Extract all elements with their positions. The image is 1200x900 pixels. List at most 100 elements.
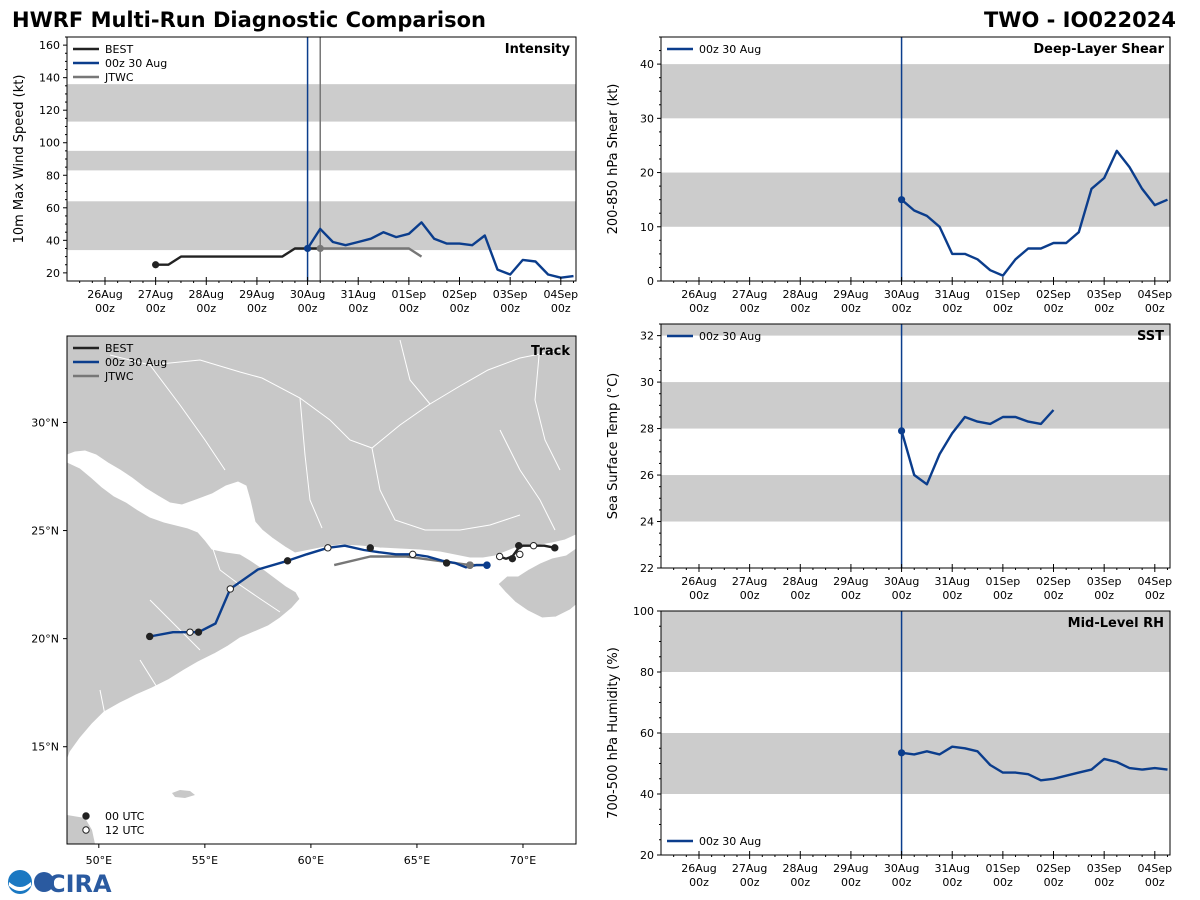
track-point-00utc bbox=[366, 544, 374, 552]
sst-plot-content bbox=[661, 324, 1170, 568]
track-run-start bbox=[483, 561, 491, 569]
intensity-band-2 bbox=[67, 84, 576, 122]
sst-ylabel: Sea Surface Temp (°C) bbox=[606, 373, 621, 520]
intensity-legend-label: 00z 30 Aug bbox=[105, 57, 167, 70]
cira-logo: CIRA bbox=[8, 870, 112, 896]
sst-xtick-day: 01Sep bbox=[985, 575, 1020, 588]
intensity-legend-label: JTWC bbox=[104, 71, 134, 84]
track-point-00utc bbox=[283, 557, 292, 565]
rh-xtick-hour: 00z bbox=[740, 876, 760, 889]
shear-xtick-day: 28Aug bbox=[783, 288, 818, 301]
rh-xtick-hour: 00z bbox=[942, 876, 962, 889]
sst-frame bbox=[660, 323, 1171, 569]
storm-id: TWO - IO022024 bbox=[984, 8, 1176, 32]
intensity-ytick-label: 60 bbox=[46, 202, 60, 215]
intensity-xtick-hour: 00z bbox=[551, 302, 571, 315]
track-point-00utc bbox=[551, 544, 559, 552]
intensity-legend-label: BEST bbox=[105, 43, 133, 56]
track-line-run bbox=[149, 544, 487, 638]
country-borders bbox=[99, 339, 561, 761]
rh-xtick-day: 30Aug bbox=[884, 862, 919, 875]
shear-xtick-hour: 00z bbox=[790, 302, 810, 315]
shear-series-run bbox=[900, 149, 1168, 277]
sst-xtick-day: 30Aug bbox=[884, 575, 919, 588]
shear-band-0 bbox=[661, 172, 1170, 227]
rh-xtick-day: 04Sep bbox=[1137, 862, 1172, 875]
sst-ytick-label: 28 bbox=[640, 423, 654, 436]
track-point-00utc bbox=[508, 554, 517, 563]
rh-ylabel: 700-500 hPa Humidity (%) bbox=[606, 647, 621, 819]
track-ytick-label: 25°N bbox=[31, 525, 59, 538]
sst-ytick-label: 22 bbox=[640, 562, 654, 575]
globe-icon bbox=[34, 872, 54, 892]
intensity-xtick-hour: 00z bbox=[95, 302, 115, 315]
track-point-12utc bbox=[226, 585, 235, 593]
shear-xtick-hour: 00z bbox=[892, 302, 912, 315]
rh-band-0 bbox=[661, 733, 1170, 794]
rh-xtick-hour: 00z bbox=[689, 876, 709, 889]
intensity-xtick-hour: 00z bbox=[146, 302, 166, 315]
track-point-00utc bbox=[146, 632, 154, 641]
intensity-xtick-hour: 00z bbox=[399, 302, 419, 315]
sst-ytick-label: 30 bbox=[640, 376, 654, 389]
sst-plot-area bbox=[661, 324, 1170, 568]
sst-legend-label: 00z 30 Aug bbox=[699, 330, 761, 343]
shear-panel: 26Aug00z27Aug00z28Aug00z29Aug00z30Aug00z… bbox=[606, 36, 1172, 315]
rh-ytick-label: 100 bbox=[633, 605, 654, 618]
sst-xtick-hour: 00z bbox=[740, 589, 760, 602]
sst-ytick-label: 24 bbox=[640, 516, 654, 529]
intensity-xtick-day: 03Sep bbox=[493, 288, 528, 301]
intensity-xtick-day: 30Aug bbox=[290, 288, 325, 301]
intensity-series-jtwc bbox=[320, 247, 423, 258]
shear-xtick-hour: 00z bbox=[689, 302, 709, 315]
shear-ytick-label: 0 bbox=[647, 275, 654, 288]
shear-xtick-hour: 00z bbox=[942, 302, 962, 315]
intensity-series-best bbox=[155, 247, 321, 266]
shear-ylabel: 200-850 hPa Shear (kt) bbox=[606, 84, 621, 235]
sst-xtick-hour: 00z bbox=[790, 589, 810, 602]
intensity-xtick-hour: 00z bbox=[298, 302, 318, 315]
sst-xtick-day: 28Aug bbox=[783, 575, 818, 588]
intensity-xtick-day: 02Sep bbox=[442, 288, 477, 301]
shear-xtick-day: 31Aug bbox=[934, 288, 969, 301]
logo-text: CIRA bbox=[48, 870, 112, 896]
sst-band-2 bbox=[661, 324, 1170, 336]
track-legend-label: 00z 30 Aug bbox=[105, 356, 167, 369]
intensity-ytick-label: 80 bbox=[46, 169, 60, 182]
rh-title: Mid-Level RH bbox=[1068, 616, 1164, 631]
sst-xtick-day: 27Aug bbox=[732, 575, 767, 588]
track-legend-label: JTWC bbox=[104, 370, 134, 383]
shear-xtick-hour: 00z bbox=[1145, 302, 1165, 315]
intensity-ytick-label: 140 bbox=[39, 72, 60, 85]
intensity-xtick-day: 27Aug bbox=[138, 288, 173, 301]
track-point-12utc bbox=[186, 628, 194, 636]
sst-xtick-day: 29Aug bbox=[833, 575, 868, 588]
rh-marker-run bbox=[897, 749, 906, 757]
shear-legend-label: 00z 30 Aug bbox=[699, 43, 761, 56]
intensity-series-run bbox=[306, 221, 574, 279]
rh-xtick-day: 01Sep bbox=[985, 862, 1020, 875]
track-title: Track bbox=[531, 344, 570, 359]
sst-xtick-hour: 00z bbox=[689, 589, 709, 602]
sst-xtick-day: 03Sep bbox=[1087, 575, 1122, 588]
sst-xtick-hour: 00z bbox=[1145, 589, 1165, 602]
land-india bbox=[497, 547, 576, 619]
sst-xtick-hour: 00z bbox=[942, 589, 962, 602]
rh-xtick-hour: 00z bbox=[1145, 876, 1165, 889]
track-marker-legend-label: 00 UTC bbox=[105, 810, 145, 823]
shear-marker-run bbox=[897, 196, 906, 204]
shear-xtick-day: 27Aug bbox=[732, 288, 767, 301]
rh-xtick-day: 27Aug bbox=[732, 862, 767, 875]
shear-xtick-hour: 00z bbox=[841, 302, 861, 315]
intensity-ytick-label: 20 bbox=[46, 267, 60, 280]
shear-xtick-day: 26Aug bbox=[681, 288, 716, 301]
track-xtick-label: 60°E bbox=[298, 854, 324, 867]
rh-panel: 26Aug00z27Aug00z28Aug00z29Aug00z30Aug00z… bbox=[606, 605, 1172, 889]
intensity-ytick-label: 100 bbox=[39, 137, 60, 150]
land-africa bbox=[67, 815, 95, 844]
land-north bbox=[67, 336, 576, 559]
figure-title: HWRF Multi-Run Diagnostic Comparison bbox=[12, 8, 486, 32]
intensity-title: Intensity bbox=[505, 42, 571, 57]
track-point-12utc bbox=[495, 552, 504, 561]
shear-band-1 bbox=[661, 64, 1170, 119]
